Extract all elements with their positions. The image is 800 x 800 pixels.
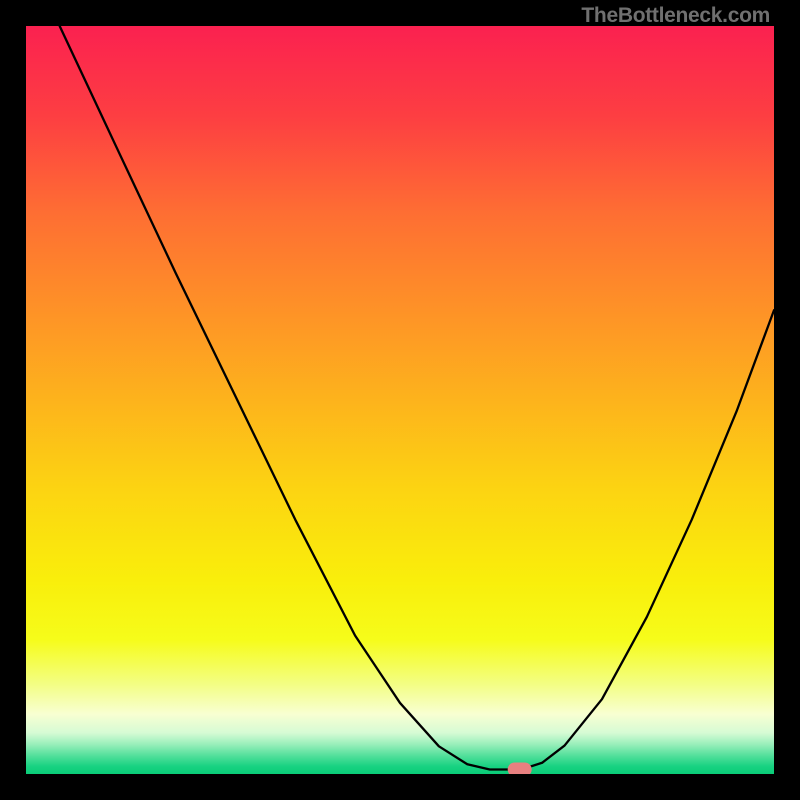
optimum-marker <box>508 763 532 774</box>
gradient-background <box>26 26 774 774</box>
plot-svg <box>26 26 774 774</box>
plot-area <box>26 26 774 774</box>
watermark-text: TheBottleneck.com <box>581 4 770 28</box>
chart-container: TheBottleneck.com <box>0 0 800 800</box>
